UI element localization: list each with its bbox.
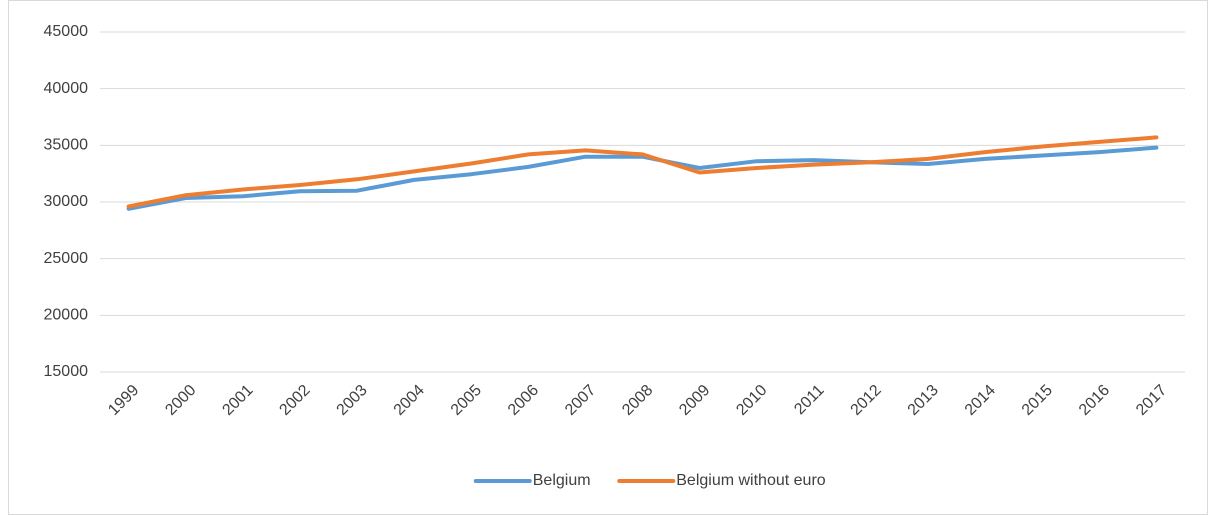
y-tick-label: 30000 <box>44 193 89 210</box>
y-tick-label: 45000 <box>44 23 89 40</box>
legend-label: Belgium without euro <box>676 472 826 489</box>
y-tick-label: 35000 <box>44 137 89 154</box>
y-tick-label: 15000 <box>44 363 89 380</box>
chart-border <box>8 0 1208 515</box>
series-line <box>126 135 1159 209</box>
y-tick-label: 20000 <box>44 307 89 324</box>
y-tick-label: 25000 <box>44 250 89 267</box>
legend-label: Belgium <box>533 472 591 489</box>
y-tick-label: 40000 <box>44 80 89 97</box>
series-line <box>126 145 1159 211</box>
